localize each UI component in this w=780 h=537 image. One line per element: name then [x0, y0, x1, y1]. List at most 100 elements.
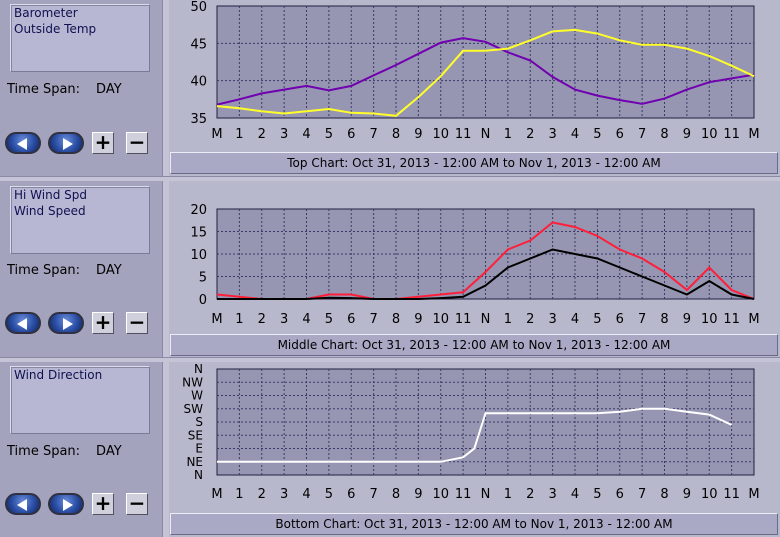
x-tick-label: 1 — [235, 312, 243, 327]
y-tick-label: 0 — [199, 293, 207, 308]
legend-box-bottom: Wind Direction — [10, 366, 150, 434]
y-tick-label: E — [195, 442, 203, 456]
series-line — [217, 407, 733, 463]
x-tick-label: 5 — [325, 487, 333, 502]
legend-hi-wind-spd: Hi Wind Spd — [14, 188, 87, 202]
y-tick-label: 45 — [190, 37, 207, 52]
x-tick-label: 6 — [347, 127, 355, 142]
right-arrow-icon — [63, 499, 73, 511]
zoom-in-button-bottom[interactable]: + — [92, 493, 114, 515]
legend-wind-direction: Wind Direction — [14, 368, 103, 382]
left-arrow-icon — [17, 138, 27, 150]
zoom-in-button-middle[interactable]: + — [92, 312, 114, 334]
y-tick-label: SW — [184, 402, 204, 416]
time-span-middle: Time Span: DAY — [7, 263, 122, 278]
zoom-in-button-top[interactable]: + — [92, 132, 114, 154]
time-span-value: DAY — [96, 82, 122, 97]
x-tick-label: 3 — [280, 487, 288, 502]
x-tick-label: 3 — [548, 127, 556, 142]
x-tick-label: 10 — [432, 487, 449, 502]
y-tick-label: 5 — [199, 271, 207, 286]
legend-outside-temp: Outside Temp — [14, 22, 97, 36]
x-tick-label: 2 — [526, 312, 534, 327]
right-arrow-icon — [63, 318, 73, 330]
x-tick-label: 10 — [701, 312, 718, 327]
series-line — [216, 37, 755, 106]
divider-2 — [0, 357, 780, 362]
x-tick-label: 11 — [455, 127, 472, 142]
time-span-top: Time Span: DAY — [7, 82, 122, 97]
x-tick-label: 11 — [723, 127, 740, 142]
x-tick-label: 9 — [414, 312, 422, 327]
x-tick-label: M — [748, 487, 759, 502]
x-tick-label: 11 — [455, 312, 472, 327]
x-tick-label: M — [211, 312, 222, 327]
x-tick-label: 9 — [414, 127, 422, 142]
legend-wind-speed: Wind Speed — [14, 204, 86, 218]
y-tick-label: 40 — [190, 75, 207, 90]
x-tick-label: 8 — [660, 127, 668, 142]
x-tick-label: 6 — [616, 487, 624, 502]
x-tick-label: 8 — [660, 487, 668, 502]
time-span-bottom: Time Span: DAY — [7, 444, 122, 459]
x-tick-label: 2 — [526, 127, 534, 142]
x-tick-label: 6 — [616, 312, 624, 327]
time-span-value: DAY — [96, 444, 122, 459]
zoom-out-button-middle[interactable]: − — [126, 312, 148, 334]
legend-barometer: Barometer — [14, 6, 78, 20]
back-button-middle[interactable] — [5, 312, 41, 334]
y-tick-label: S — [195, 415, 203, 429]
bottom-chart-caption: Bottom Chart: Oct 31, 2013 - 12:00 AM to… — [170, 513, 778, 535]
x-tick-label: 4 — [302, 312, 310, 327]
top-chart-caption: Top Chart: Oct 31, 2013 - 12:00 AM to No… — [170, 152, 778, 174]
x-tick-label: 10 — [701, 127, 718, 142]
y-tick-label: 50 — [190, 0, 207, 15]
x-tick-label: 7 — [638, 312, 646, 327]
zoom-out-button-top[interactable]: − — [126, 132, 148, 154]
zoom-out-button-bottom[interactable]: − — [126, 493, 148, 515]
x-tick-label: 3 — [548, 487, 556, 502]
x-tick-label: 4 — [302, 127, 310, 142]
x-tick-label: 2 — [526, 487, 534, 502]
x-tick-label: 5 — [325, 127, 333, 142]
y-tick-label: W — [191, 389, 203, 403]
x-tick-label: M — [211, 127, 222, 142]
forward-button-bottom[interactable] — [48, 493, 84, 515]
x-tick-label: M — [211, 487, 222, 502]
back-button-bottom[interactable] — [5, 493, 41, 515]
x-tick-label: 9 — [683, 127, 691, 142]
x-tick-label: 9 — [683, 487, 691, 502]
back-button-top[interactable] — [5, 132, 41, 154]
x-tick-label: 10 — [701, 487, 718, 502]
x-tick-label: 9 — [414, 487, 422, 502]
x-tick-label: 2 — [258, 127, 266, 142]
x-tick-label: 1 — [235, 127, 243, 142]
x-tick-label: 2 — [258, 312, 266, 327]
x-tick-label: 9 — [683, 312, 691, 327]
x-tick-label: 4 — [571, 127, 579, 142]
x-tick-label: M — [748, 127, 759, 142]
x-tick-label: N — [481, 127, 491, 142]
x-tick-label: 6 — [616, 127, 624, 142]
series-line — [217, 248, 755, 300]
x-tick-label: 1 — [235, 487, 243, 502]
x-tick-label: 7 — [369, 487, 377, 502]
x-tick-label: 7 — [369, 127, 377, 142]
x-tick-label: 10 — [432, 312, 449, 327]
forward-button-top[interactable] — [48, 132, 84, 154]
series-line — [216, 28, 755, 117]
time-span-label: Time Span: — [7, 82, 81, 97]
x-tick-label: 11 — [455, 487, 472, 502]
x-tick-label: 8 — [392, 312, 400, 327]
y-tick-label: 15 — [190, 226, 207, 241]
forward-button-middle[interactable] — [48, 312, 84, 334]
x-tick-label: 1 — [504, 312, 512, 327]
x-tick-label: 7 — [369, 312, 377, 327]
x-tick-label: 3 — [280, 312, 288, 327]
x-tick-label: 4 — [571, 312, 579, 327]
x-tick-label: 7 — [638, 127, 646, 142]
x-tick-label: 3 — [280, 127, 288, 142]
x-tick-label: 7 — [638, 487, 646, 502]
